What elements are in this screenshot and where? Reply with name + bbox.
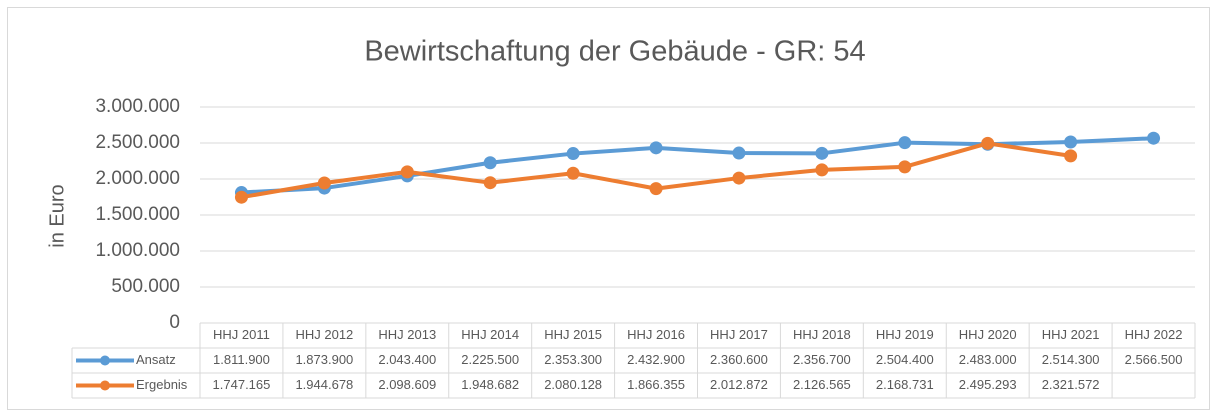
table-value: 2.483.000 [959, 352, 1017, 367]
series-marker [400, 165, 414, 179]
table-value: 2.514.300 [1042, 352, 1100, 367]
x-tick-label: HHJ 2014 [461, 327, 519, 342]
series-marker [1064, 135, 1078, 149]
series-marker [234, 190, 248, 204]
series-marker [898, 136, 912, 150]
series-marker [1147, 131, 1161, 145]
series-marker [649, 182, 663, 196]
series-marker [566, 166, 580, 180]
series-marker [649, 141, 663, 155]
legend-marker [100, 355, 110, 366]
table-value: 2.356.700 [793, 352, 851, 367]
y-axis-label: in Euro [46, 184, 68, 247]
chart-frame [7, 7, 1210, 410]
table-value: 2.504.400 [876, 352, 934, 367]
series-marker [317, 176, 331, 190]
x-tick-label: HHJ 2020 [959, 327, 1017, 342]
table-value: 1.944.678 [295, 377, 353, 392]
table-value: 2.495.293 [959, 377, 1017, 392]
x-tick-label: HHJ 2011 [213, 327, 270, 342]
y-tick-label: 3.000.000 [95, 96, 180, 117]
y-tick-label: 1.000.000 [95, 240, 180, 261]
x-tick-label: HHJ 2019 [876, 327, 934, 342]
x-tick-label: HHJ 2013 [378, 327, 436, 342]
y-tick-label: 0 [169, 312, 180, 333]
table-value: 2.168.731 [876, 377, 934, 392]
table-value: 1.948.682 [461, 377, 519, 392]
x-tick-label: HHJ 2021 [1042, 327, 1100, 342]
y-tick-label: 2.500.000 [95, 132, 180, 153]
series-marker [566, 147, 580, 161]
x-tick-label: HHJ 2012 [295, 327, 353, 342]
series-marker [732, 171, 746, 185]
table-value: 2.012.872 [710, 377, 768, 392]
table-value: 1.747.165 [213, 377, 271, 392]
legend-marker [100, 380, 110, 391]
series-marker [1064, 149, 1078, 163]
y-tick-label: 2.000.000 [95, 168, 180, 189]
table-value: 2.353.300 [544, 352, 602, 367]
chart-title: Bewirtschaftung der Gebäude - GR: 54 [364, 36, 865, 68]
table-value: 2.080.128 [544, 377, 602, 392]
x-tick-label: HHJ 2015 [544, 327, 602, 342]
y-tick-label: 500.000 [111, 276, 180, 297]
legend-label: Ergebnis [136, 377, 188, 392]
x-tick-label: HHJ 2022 [1125, 327, 1183, 342]
table-value: 1.866.355 [627, 377, 685, 392]
table-value: 1.873.900 [295, 352, 353, 367]
table-value: 2.432.900 [627, 352, 685, 367]
table-value: 2.566.500 [1125, 352, 1183, 367]
x-tick-label: HHJ 2016 [627, 327, 685, 342]
series-marker [483, 176, 497, 190]
series-marker [815, 163, 829, 177]
y-tick-label: 1.500.000 [95, 204, 180, 225]
table-value: 2.043.400 [378, 352, 436, 367]
table-value: 2.360.600 [710, 352, 768, 367]
series-marker [898, 160, 912, 174]
table-value: 2.098.609 [378, 377, 436, 392]
x-tick-label: HHJ 2018 [793, 327, 851, 342]
series-marker [815, 146, 829, 160]
x-tick-label: HHJ 2017 [710, 327, 768, 342]
series-marker [483, 156, 497, 170]
table-value: 2.225.500 [461, 352, 519, 367]
legend-label: Ansatz [136, 352, 176, 367]
table-value: 1.811.900 [213, 352, 270, 367]
series-marker [732, 146, 746, 160]
table-value: 2.321.572 [1042, 377, 1100, 392]
series-marker [981, 136, 995, 150]
table-value: 2.126.565 [793, 377, 851, 392]
